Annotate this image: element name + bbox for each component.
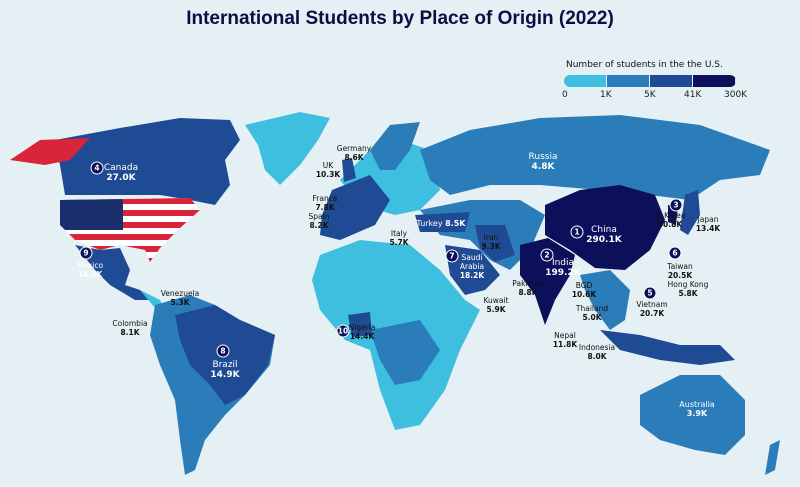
usa-flag xyxy=(60,198,200,262)
label-germany: Germany 8.6K xyxy=(336,144,372,162)
label-iran: Iran 9.3K xyxy=(481,233,501,251)
rank-badge: 5 xyxy=(643,286,657,300)
label-kuwait: Kuwait 5.9K xyxy=(483,296,509,314)
label-hong-kong: Hong Kong 5.8K xyxy=(667,280,709,298)
rank-badge: 10 xyxy=(336,324,350,338)
label-venezuela: Venezuela 5.3K xyxy=(160,289,200,307)
label-nepal: Nepal 11.8K xyxy=(552,331,578,349)
label-australia: Australia 3.9K xyxy=(679,400,715,418)
label-thailand: Thailand 5.0K xyxy=(575,304,609,322)
mexico xyxy=(75,245,150,300)
rank-badge: 6 xyxy=(668,246,682,260)
label-india: India 199.2K xyxy=(545,258,581,278)
indonesia xyxy=(600,330,735,365)
label-russia: Russia 4.8K xyxy=(528,152,558,172)
rank-badge: 4 xyxy=(90,161,104,175)
scandinavia xyxy=(370,122,420,170)
russia xyxy=(420,115,770,200)
label-bgd: BGD 10.6K xyxy=(571,281,597,299)
africa-mid xyxy=(370,320,440,385)
label-france: France 7.8K xyxy=(312,194,338,212)
legend-swatch-2 xyxy=(607,75,650,87)
alaska xyxy=(10,138,90,165)
uk xyxy=(342,158,356,182)
india xyxy=(520,238,575,325)
label-canada: Canada 27.0K xyxy=(103,163,139,183)
new-zealand xyxy=(765,440,780,475)
turkey xyxy=(415,212,470,232)
western-europe xyxy=(320,175,390,240)
southeast-asia xyxy=(580,270,630,330)
nigeria xyxy=(348,312,372,337)
page-title: International Students by Place of Origi… xyxy=(186,8,614,29)
label-spain: Spain 8.2K xyxy=(308,212,330,230)
label-brazil: Brazil 14.9K xyxy=(210,360,240,380)
label-vietnam: Vietnam 20.7K xyxy=(636,300,668,318)
japan xyxy=(680,190,700,235)
label-mexico: Mexico 14.5K xyxy=(76,261,104,279)
rank-badge: 1 xyxy=(570,225,584,239)
label-indonesia: Indonesia 8.0K xyxy=(578,343,616,361)
canada xyxy=(55,118,240,205)
legend-swatch-4 xyxy=(693,75,736,87)
legend: Number of students in the the U.S. 0 1K … xyxy=(560,60,760,104)
label-uk: UK 10.3K xyxy=(315,161,341,179)
rank-badge: 8 xyxy=(216,344,230,358)
iran xyxy=(475,225,515,262)
rank-badge: 7 xyxy=(445,249,459,263)
label-s-korea: S. Korea 40.8K xyxy=(654,211,686,229)
label-turkey: Turkey 8.5K xyxy=(416,219,466,228)
label-taiwan: Taiwan 20.5K xyxy=(667,262,693,280)
label-china: China 290.1K xyxy=(586,225,622,245)
rank-badge: 3 xyxy=(669,198,683,212)
label-colombia: Colombia 8.1K xyxy=(112,319,148,337)
greenland xyxy=(245,112,330,185)
label-nigeria: Nigeria 14.4K xyxy=(348,323,376,341)
legend-swatch-3 xyxy=(650,75,693,87)
legend-tick: 0 xyxy=(562,90,568,100)
legend-color-bar xyxy=(564,75,736,87)
label-japan: Japan 13.4K xyxy=(695,215,721,233)
label-saudi-arabia: Saudi Arabia 18.2K xyxy=(459,253,485,280)
legend-tick: 300K xyxy=(724,90,748,100)
rank-badge: 2 xyxy=(540,248,554,262)
australia xyxy=(640,375,745,455)
legend-tick: 5K xyxy=(644,90,656,100)
legend-swatch-1 xyxy=(564,75,607,87)
rank-badge: 9 xyxy=(79,246,93,260)
label-italy: Italy 5.7K xyxy=(389,229,409,247)
legend-tick: 41K xyxy=(684,90,702,100)
legend-tick: 1K xyxy=(600,90,612,100)
legend-title: Number of students in the the U.S. xyxy=(566,60,723,70)
china xyxy=(545,185,665,270)
label-pakistan: Pakistan 8.8K xyxy=(512,279,544,297)
saudi-arabia xyxy=(445,245,500,295)
